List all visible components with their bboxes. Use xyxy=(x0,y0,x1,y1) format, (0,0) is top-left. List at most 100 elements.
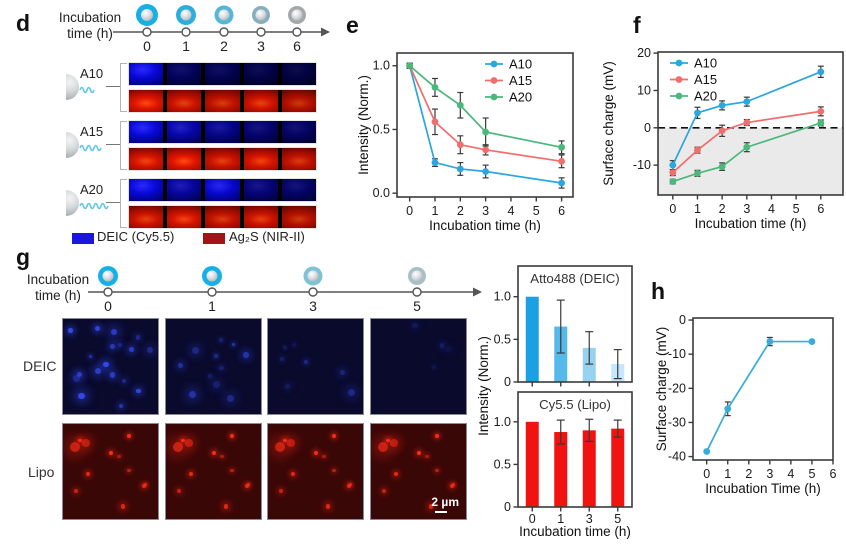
fluorescent-dot xyxy=(116,454,121,459)
fluorescent-dot xyxy=(208,374,212,378)
fluorescent-dot xyxy=(180,438,185,443)
strip-cell xyxy=(243,121,278,143)
svg-text:6: 6 xyxy=(830,467,837,481)
fluorescent-dot xyxy=(348,388,355,396)
fluorescent-dot xyxy=(417,451,422,456)
strip-cell xyxy=(243,148,278,170)
svg-text:0: 0 xyxy=(504,375,511,389)
scale-bar-label: 2 µm xyxy=(431,495,459,509)
fluorescent-dot xyxy=(223,504,229,510)
fluorescent-dot xyxy=(290,471,296,476)
fluorescent-dot xyxy=(332,468,336,473)
incubation-label-line1: Incubation xyxy=(26,272,90,287)
svg-text:0.0: 0.0 xyxy=(373,186,390,200)
strip-cell xyxy=(129,121,164,143)
strip-cell xyxy=(167,179,202,201)
fluorescent-dot xyxy=(188,471,194,476)
strip-cell xyxy=(129,179,164,201)
fluorescent-dot xyxy=(390,439,398,447)
svg-text:Surface charge (mV): Surface charge (mV) xyxy=(654,327,669,452)
strip-cell xyxy=(167,148,202,170)
fluorescent-dot xyxy=(226,394,234,402)
strip-pair-bracket xyxy=(120,179,127,228)
fluorescent-dot xyxy=(141,483,146,488)
peg-squiggle-icon xyxy=(79,82,97,93)
svg-text:0: 0 xyxy=(644,121,651,135)
fluorescent-dot xyxy=(189,390,197,398)
strip-cell xyxy=(281,90,317,112)
fluorescent-dot xyxy=(68,328,73,333)
fluorescent-dot xyxy=(88,354,93,359)
fluorescent-dot xyxy=(378,441,389,452)
scale-bar xyxy=(435,511,447,513)
chart-g-bars: 0 0.5 1.0 Atto488 (DEIC) 0 0.5 1.0 0 1 3 5 Cy5.5 (L… xyxy=(476,255,664,546)
fluorescent-dot xyxy=(219,365,224,371)
incubation-label-line1: Incubation xyxy=(58,10,122,25)
svg-text:5: 5 xyxy=(793,202,800,216)
fluorescent-dot xyxy=(212,451,217,456)
fluorescent-dot xyxy=(213,381,220,388)
strip-cell xyxy=(243,206,278,228)
incubation-time-label-d: Incubation time (h) xyxy=(46,10,134,42)
strip-cell xyxy=(281,148,317,170)
connector-dash xyxy=(106,201,120,203)
deic-image-1 xyxy=(165,318,262,415)
svg-text:Surface charge (mV): Surface charge (mV) xyxy=(601,61,616,186)
legend-swatch xyxy=(203,233,225,244)
svg-text:-30: -30 xyxy=(668,415,686,429)
strip-pair-bracket xyxy=(120,121,127,170)
svg-text:1: 1 xyxy=(724,467,731,481)
fluorescent-dot xyxy=(109,372,116,378)
fluorescent-dot xyxy=(339,369,346,376)
fluorescent-dot xyxy=(412,322,418,329)
fluorescent-dot xyxy=(117,342,122,347)
svg-text:Incubation Time (h): Incubation Time (h) xyxy=(705,481,821,496)
svg-text:0: 0 xyxy=(679,313,686,327)
fluorescent-dot xyxy=(73,488,79,493)
fluorescent-dot xyxy=(445,345,453,353)
fluorescent-dot xyxy=(176,488,182,493)
incubation-label-line2: time (h) xyxy=(67,25,113,41)
svg-text:1.0: 1.0 xyxy=(494,290,511,304)
svg-text:4: 4 xyxy=(768,202,775,216)
strip-cell xyxy=(243,90,278,112)
fluorescent-dot xyxy=(321,454,326,459)
svg-text:0: 0 xyxy=(104,298,112,314)
svg-text:3: 3 xyxy=(766,467,773,481)
fluorescent-dot xyxy=(244,483,249,488)
svg-text:4: 4 xyxy=(787,467,794,481)
fluorescent-dot xyxy=(385,438,390,443)
svg-text:-10: -10 xyxy=(668,347,686,361)
legend-label: DEIC (Cy5.5) xyxy=(97,229,175,244)
strip-cell xyxy=(167,206,202,228)
fluorescent-dot xyxy=(303,359,308,364)
incubation-label-line2: time (h) xyxy=(35,287,81,303)
panel-letter-h: h xyxy=(651,278,666,304)
panel-letter-d: d xyxy=(16,10,31,36)
strip-cell xyxy=(129,63,164,85)
strip-cell xyxy=(129,90,164,112)
svg-text:1: 1 xyxy=(208,298,216,314)
fluorescent-dot xyxy=(291,342,296,347)
svg-text:0: 0 xyxy=(504,500,511,514)
row-label-deic: DEIC xyxy=(23,358,57,374)
fluorescent-dot xyxy=(449,483,454,488)
svg-text:0.5: 0.5 xyxy=(494,332,511,346)
fluorescent-dot xyxy=(173,441,184,452)
fluorescent-dot xyxy=(76,371,82,377)
strip-cell xyxy=(205,206,240,228)
svg-text:Intensity (Norm.): Intensity (Norm.) xyxy=(356,75,371,175)
strip-cell xyxy=(129,148,164,170)
svg-text:-10: -10 xyxy=(633,158,651,172)
lipo-image-2 xyxy=(267,423,364,520)
svg-text:A15: A15 xyxy=(509,73,532,88)
vesicle-hemisphere-icon xyxy=(66,189,79,216)
svg-text:5: 5 xyxy=(413,298,421,314)
fluorescent-dot xyxy=(147,346,154,353)
strip-pair-bracket xyxy=(120,63,127,112)
strip-cell xyxy=(281,121,317,143)
panel-letter-g: g xyxy=(16,244,31,270)
fluorescent-dot xyxy=(77,392,85,400)
strip-cell xyxy=(167,121,202,143)
